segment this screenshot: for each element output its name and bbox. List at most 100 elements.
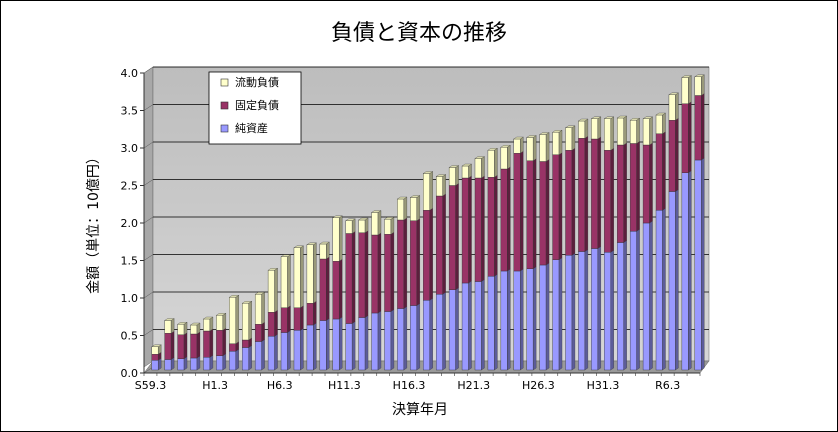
bar-segment-2 — [617, 142, 627, 243]
chart-title: 負債と資本の推移 — [331, 21, 507, 46]
bar-segment-3 — [409, 195, 421, 222]
bar-segment-2 — [190, 331, 201, 359]
bar-segment-1 — [642, 220, 653, 371]
bar-segment-2 — [177, 332, 188, 360]
gridline-side — [143, 291, 154, 299]
bar-segment-3 — [280, 254, 291, 309]
bar-segment-2 — [151, 351, 162, 361]
x-tick-label: H21.3 — [457, 379, 490, 392]
bar-segment-2 — [591, 136, 601, 249]
bar-segment-1 — [526, 266, 537, 371]
bar-segment-3 — [642, 116, 654, 146]
bar-segment-3 — [526, 135, 537, 162]
plot-side-wall — [143, 66, 154, 368]
bar-segment-3 — [228, 294, 240, 345]
y-tick-label: 0.0 — [121, 367, 139, 380]
bar-segment-3 — [500, 144, 511, 170]
bar-segment-3 — [513, 136, 524, 154]
gridline-side — [143, 366, 154, 374]
bar-segment-3 — [668, 92, 679, 121]
bar-segment-2 — [578, 135, 589, 252]
bar-segment-1 — [254, 339, 265, 371]
bar-segment-2 — [216, 327, 226, 357]
bar-segment-2 — [604, 147, 614, 253]
bar-segment-3 — [616, 115, 628, 146]
bar-segment-1 — [293, 327, 304, 371]
bar-segment-3 — [552, 129, 563, 156]
bar-segment-1 — [539, 262, 550, 371]
bar-segment-1 — [410, 303, 420, 371]
bar-segment-2 — [267, 309, 278, 337]
bar-segment-2 — [254, 321, 265, 342]
bar-segment-1 — [694, 157, 705, 371]
bar-segment-2 — [487, 174, 498, 277]
y-tick-label: 3.5 — [121, 105, 139, 118]
bar-segment-2 — [474, 175, 485, 282]
legend-swatch — [220, 78, 229, 87]
x-tick-label: H6.3 — [267, 379, 293, 392]
bar-segment-1 — [655, 207, 666, 371]
bar-segment-2 — [332, 258, 343, 320]
bar-segment-1 — [242, 345, 252, 371]
bar-segment-3 — [681, 75, 692, 105]
legend-label: 純資産 — [235, 122, 268, 135]
bar-segment-1 — [578, 249, 589, 371]
bar-segment-1 — [371, 310, 382, 371]
gridline-side — [143, 329, 154, 336]
bar-segment-3 — [267, 267, 279, 313]
bar-segment-3 — [202, 316, 214, 332]
y-tick-label: 2.0 — [121, 217, 139, 230]
bar-segment-1 — [358, 315, 369, 371]
y-tick-label: 2.5 — [121, 180, 139, 193]
y-tick-label: 3.0 — [121, 142, 139, 155]
bar-segment-3 — [461, 163, 473, 179]
bar-segment-1 — [668, 189, 679, 371]
bar-segment-3 — [655, 112, 666, 135]
bar-segment-2 — [461, 175, 472, 284]
bar-segment-2 — [358, 230, 369, 318]
bar-segment-1 — [500, 268, 511, 371]
bar-segment-1 — [319, 318, 330, 371]
x-tick-label: H31.3 — [587, 379, 620, 392]
bar-segment-3 — [487, 147, 498, 178]
bar-segment-3 — [358, 217, 369, 234]
y-axis-label: 金額（単位：10億円） — [86, 150, 102, 294]
x-axis-label: 決算年月 — [392, 402, 448, 418]
bar-segment-3 — [215, 312, 227, 331]
gridline-side — [143, 141, 154, 149]
y-tick-label: 1.5 — [121, 255, 139, 268]
bar-segment-2 — [319, 256, 330, 321]
bar-segment-3 — [448, 165, 460, 186]
x-tick-label: H16.3 — [393, 379, 426, 392]
y-axis: 0.0 0.5 1.0 1.5 2.0 2.5 3.0 3.5 4.0 — [121, 67, 144, 380]
bar-segment-2 — [629, 141, 640, 232]
bars — [151, 74, 705, 371]
bar-segment-2 — [397, 217, 408, 309]
bar-segment-3 — [396, 196, 408, 221]
gridline-side — [143, 179, 154, 186]
bar-segment-1 — [617, 240, 627, 371]
bar-segment-2 — [280, 305, 291, 333]
y-tick-label: 4.0 — [121, 67, 139, 80]
bar-segment-3 — [332, 215, 343, 262]
bar-segment-2 — [410, 218, 420, 306]
bar-segment-1 — [203, 354, 214, 371]
bar-segment-1 — [267, 333, 278, 371]
bar-segment-2 — [681, 101, 692, 174]
bar-segment-1 — [448, 287, 459, 371]
bar-segment-2 — [435, 193, 446, 295]
bar-segment-2 — [423, 207, 433, 301]
bar-segment-3 — [177, 321, 188, 336]
bar-segment-3 — [254, 291, 266, 325]
bar-segment-1 — [397, 306, 408, 371]
bar-segment-2 — [448, 183, 459, 291]
bar-segment-1 — [513, 268, 524, 371]
bar-segment-1 — [604, 249, 614, 371]
bar-segment-1 — [306, 322, 317, 371]
x-tick-label: H26.3 — [522, 379, 555, 392]
bar-segment-3 — [435, 174, 447, 197]
bar-segment-3 — [190, 322, 201, 335]
bar-segment-1 — [565, 252, 576, 371]
